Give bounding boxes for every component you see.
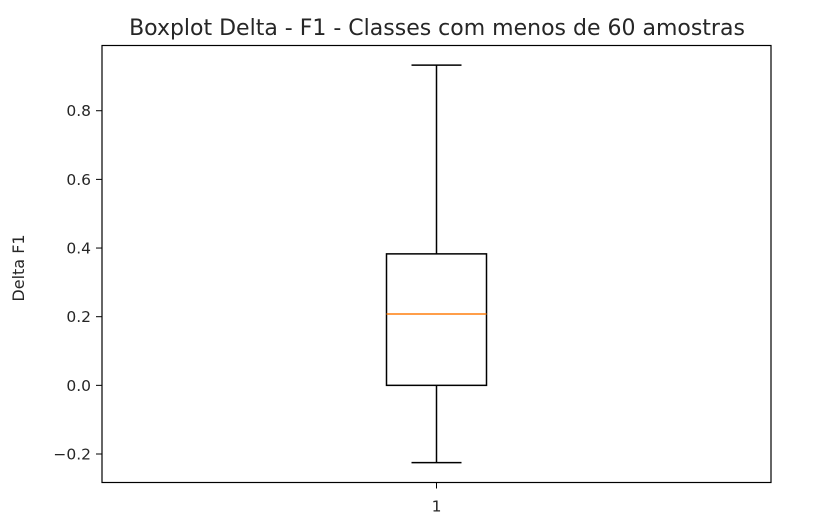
y-tick-label: 0.4 <box>66 240 91 258</box>
iqr-box <box>385 253 488 387</box>
y-tick-label: 0.2 <box>66 308 91 326</box>
chart-title: Boxplot Delta - F1 - Classes com menos d… <box>129 16 745 41</box>
y-axis-label: Delta F1 <box>9 234 28 301</box>
plot-frame <box>101 44 772 484</box>
y-tick-label: 0.8 <box>66 102 91 120</box>
y-tick-label: −0.2 <box>53 446 91 464</box>
y-tick-label: 0.0 <box>66 377 91 395</box>
y-tick-label: 0.6 <box>66 171 91 189</box>
x-tick-label: 1 <box>432 498 442 516</box>
plot-area: −0.2 0.0 0.2 0.4 0.6 0.8 1 <box>53 64 488 516</box>
